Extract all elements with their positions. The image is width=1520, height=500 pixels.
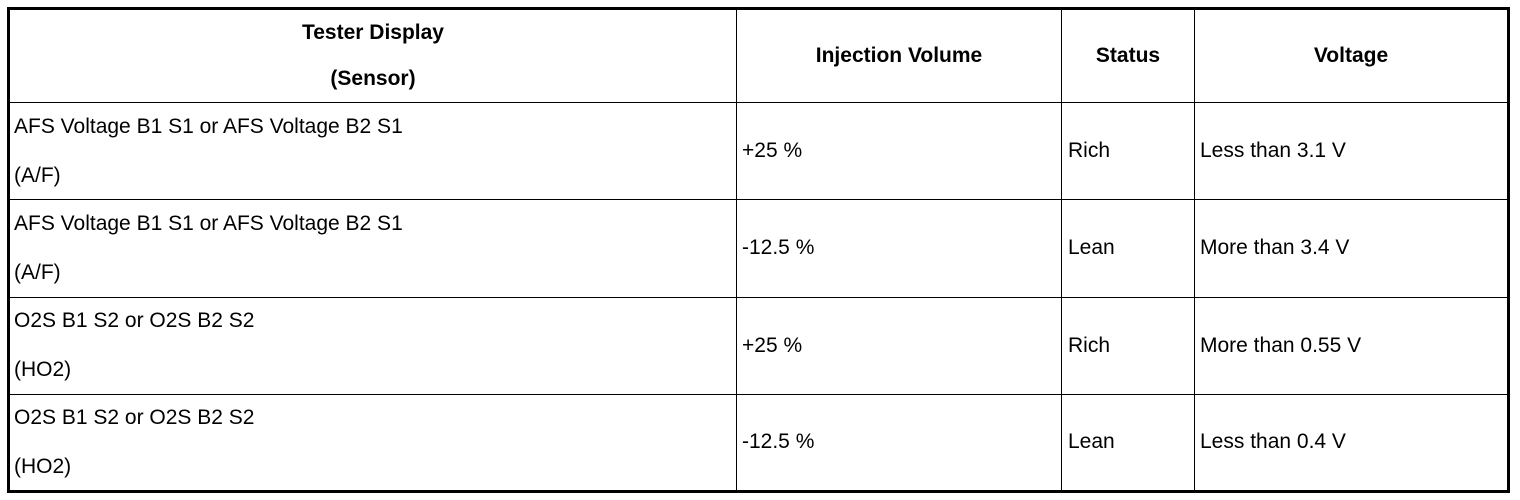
- injection-volume-cell: -12.5 %: [736, 199, 1062, 298]
- voltage-cell: Less than 0.4 V: [1194, 393, 1509, 493]
- sensor-cell: AFS Voltage B1 S1 or AFS Voltage B2 S1 (…: [8, 199, 737, 298]
- sensor-name: O2S B1 S2 or O2S B2 S2: [14, 405, 255, 429]
- sensor-type: (HO2): [14, 454, 72, 478]
- sensor-cell: O2S B1 S2 or O2S B2 S2 (HO2): [8, 296, 737, 395]
- header-voltage: Voltage: [1194, 8, 1509, 103]
- table-row: AFS Voltage B1 S1 or AFS Voltage B2 S1 (…: [8, 199, 1509, 298]
- sensor-name: AFS Voltage B1 S1 or AFS Voltage B2 S1: [14, 211, 403, 235]
- voltage-cell: Less than 3.1 V: [1194, 101, 1509, 201]
- voltage-cell: More than 0.55 V: [1194, 296, 1509, 395]
- injection-volume-cell: +25 %: [736, 296, 1062, 395]
- status-cell: Lean: [1061, 199, 1195, 298]
- table-header: Tester Display (Sensor) Injection Volume…: [8, 8, 1509, 103]
- voltage-cell: More than 3.4 V: [1194, 199, 1509, 298]
- sensor-test-table: Tester Display (Sensor) Injection Volume…: [7, 7, 1510, 493]
- injection-volume-cell: -12.5 %: [736, 393, 1062, 493]
- header-tester-display: Tester Display (Sensor): [8, 8, 737, 103]
- sensor-name: AFS Voltage B1 S1 or AFS Voltage B2 S1: [14, 114, 403, 138]
- sensor-cell: AFS Voltage B1 S1 or AFS Voltage B2 S1 (…: [8, 101, 737, 201]
- header-row: Tester Display (Sensor) Injection Volume…: [8, 8, 1509, 103]
- table-row: O2S B1 S2 or O2S B2 S2 (HO2) -12.5 % Lea…: [8, 393, 1509, 493]
- sensor-name: O2S B1 S2 or O2S B2 S2: [14, 309, 255, 333]
- sensor-type: (HO2): [14, 358, 72, 382]
- sensor-cell: O2S B1 S2 or O2S B2 S2 (HO2): [8, 393, 737, 493]
- header-tester-display-label: Tester Display: [301, 21, 444, 44]
- injection-volume-cell: +25 %: [736, 101, 1062, 201]
- header-sensor-label: (Sensor): [330, 67, 416, 90]
- table-row: AFS Voltage B1 S1 or AFS Voltage B2 S1 (…: [8, 101, 1509, 201]
- sensor-type: (A/F): [14, 163, 61, 187]
- status-cell: Lean: [1061, 393, 1195, 493]
- status-cell: Rich: [1061, 101, 1195, 201]
- status-cell: Rich: [1061, 296, 1195, 395]
- sensor-type: (A/F): [14, 260, 61, 284]
- table-row: O2S B1 S2 or O2S B2 S2 (HO2) +25 % Rich …: [8, 296, 1509, 395]
- header-injection-volume: Injection Volume: [736, 8, 1062, 103]
- header-status: Status: [1061, 8, 1195, 103]
- table-body: AFS Voltage B1 S1 or AFS Voltage B2 S1 (…: [8, 101, 1509, 493]
